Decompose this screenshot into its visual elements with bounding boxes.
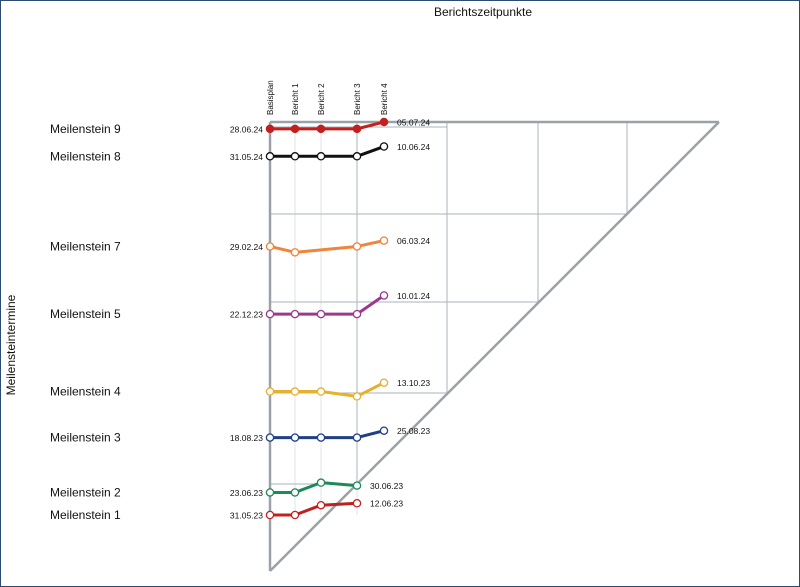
series-point [352,242,362,251]
series-point [352,392,362,401]
report-point-label: Bericht 2 [317,83,326,115]
series-point [379,117,389,127]
start-date-label: 18.08.23 [230,433,263,443]
series-point [352,309,362,319]
label-group: Meilenstein 9 28.06.24 05.07.24 Meilenstein… [50,118,430,523]
series-point [265,152,275,161]
report-point-label: Basisplan [266,80,275,115]
series-point [265,433,275,442]
series-point [316,500,326,510]
end-date-label: 10.01.24 [397,291,430,301]
series-line [270,481,358,494]
report-point-labels: Basisplan Bericht 1 Bericht 2 Bericht 3 Beri… [266,80,389,115]
y-axis-title: Meilensteintermine [4,294,18,395]
series-line [269,239,385,254]
triangle-diagonal [269,121,720,572]
series-point [316,309,326,319]
milestone-label: Meilenstein 9 [50,122,121,136]
milestone-label: Meilenstein 5 [50,307,121,321]
start-date-label: 29.02.24 [230,242,263,252]
series-point [290,488,300,497]
milestone-label: Meilenstein 2 [50,485,121,499]
milestone-label: Meilenstein 4 [50,385,121,399]
series-point [379,378,389,387]
series-line [270,294,385,316]
series-point [290,124,300,134]
series-point [352,152,362,161]
series-point [290,248,300,257]
series-line [270,429,385,440]
series-point [316,433,326,442]
milestone-label: Meilenstein 8 [50,149,121,163]
end-date-label: 12.06.23 [370,499,403,509]
series-point [352,124,362,134]
series-line [270,381,385,398]
milestone-label: Meilenstein 7 [50,239,121,253]
x-axis-title: Berichtszeitpunkte [434,5,532,19]
series-point [290,152,300,161]
series-point [379,291,389,300]
milestone-label: Meilenstein 1 [50,508,121,522]
series-point [265,387,275,396]
end-date-label: 05.07.24 [397,118,430,128]
series-line [270,145,385,158]
start-date-label: 31.05.24 [230,152,263,162]
start-date-label: 28.06.24 [230,124,263,134]
milestone-label: Meilenstein 3 [50,431,121,445]
report-point-label: Bericht 1 [291,83,300,115]
series-point [379,236,389,245]
series-point [290,510,300,520]
report-point-label: Bericht 4 [380,83,389,115]
series-point [265,510,275,520]
grid [268,120,720,572]
series-point [290,309,300,319]
start-date-label: 22.12.23 [230,310,263,320]
series-point [265,309,275,319]
series-group [265,117,389,520]
end-date-label: 30.06.23 [370,481,403,491]
series-point [290,433,300,442]
series-point [379,426,389,435]
series-point [352,498,362,508]
series-point [352,481,362,490]
series-point [316,478,326,487]
series-point [290,387,300,396]
series-point [352,433,362,442]
series-point [316,152,326,161]
series-point [316,124,326,134]
series-point [265,242,275,251]
end-date-label: 06.03.24 [397,236,430,246]
start-date-label: 31.05.23 [230,511,263,521]
end-date-label: 13.10.23 [397,378,430,388]
series-point [379,142,389,151]
series-point [265,488,275,497]
end-date-label: 25.08.23 [397,426,430,436]
series-point [316,387,326,396]
report-point-label: Bericht 3 [353,83,362,115]
start-date-label: 23.06.23 [230,488,263,498]
series-line [270,501,358,517]
end-date-label: 10.06.24 [397,142,430,152]
series-point [265,124,275,134]
